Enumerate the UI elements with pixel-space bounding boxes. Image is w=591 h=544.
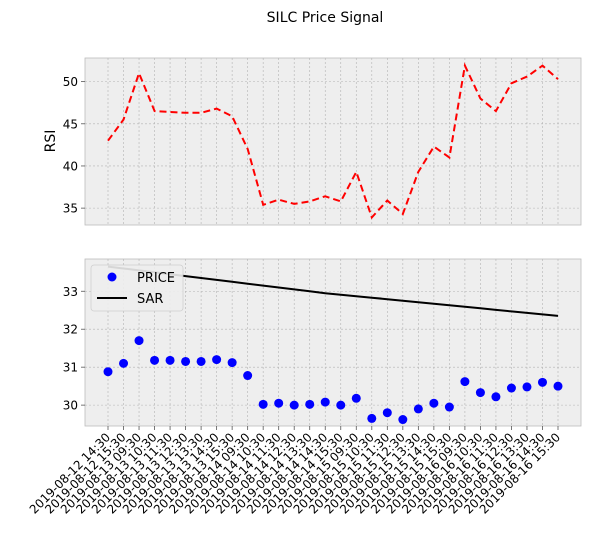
legend-sar-label: SAR <box>137 292 163 307</box>
top-ytick-label: 50 <box>63 75 78 89</box>
rsi-axis-label: RSI <box>43 130 59 153</box>
bot-price-point <box>103 367 113 377</box>
bot-price-point <box>305 399 315 409</box>
bot-price-point <box>150 355 160 365</box>
bot-price-point <box>553 381 563 391</box>
bot-price-point <box>196 356 206 366</box>
bot-price-point <box>413 404 423 414</box>
bot-ytick-label: 32 <box>63 323 78 337</box>
rsi-axes-background <box>84 57 582 226</box>
bot-price-point <box>274 398 284 408</box>
bot-price-point <box>429 398 439 408</box>
bot-ytick-label: 33 <box>63 285 78 299</box>
bot-price-point <box>165 355 175 365</box>
bot-price-point <box>522 382 532 392</box>
bot-price-point <box>351 393 361 403</box>
bot-price-point <box>444 402 454 412</box>
rsi-axes: 35 40 45 50 RSI <box>43 57 582 226</box>
bot-price-point <box>460 377 470 387</box>
bot-price-point <box>119 358 129 368</box>
bot-price-point <box>289 400 299 410</box>
bot-price-point <box>134 336 144 346</box>
bot-price-point <box>181 356 191 366</box>
legend-price-marker <box>107 272 117 282</box>
top-ytick-label: 35 <box>63 202 78 216</box>
bot-price-point <box>336 400 346 410</box>
bot-price-point <box>491 392 501 402</box>
bot-price-point <box>382 408 392 418</box>
legend-price-label: PRICE <box>137 271 175 286</box>
bot-price-point <box>212 355 222 365</box>
top-ytick-label: 40 <box>63 159 78 173</box>
top-rsi-line <box>107 62 559 220</box>
legend: PRICE SAR <box>90 264 184 312</box>
bot-price-point <box>243 371 253 381</box>
bot-price-point <box>320 397 330 407</box>
top-ytick-label: 45 <box>63 117 78 131</box>
bot-ytick-label: 31 <box>63 361 78 375</box>
chart-title: SILC Price Signal <box>267 10 384 26</box>
bot-price-point <box>258 399 268 409</box>
bot-ytick-label: 30 <box>63 399 78 413</box>
bot-price-point <box>506 383 516 393</box>
bot-price-point <box>398 415 408 425</box>
bot-price-point <box>537 377 547 387</box>
bot-price-point <box>475 388 485 398</box>
bot-price-point <box>367 413 377 423</box>
bot-price-point <box>227 358 237 368</box>
